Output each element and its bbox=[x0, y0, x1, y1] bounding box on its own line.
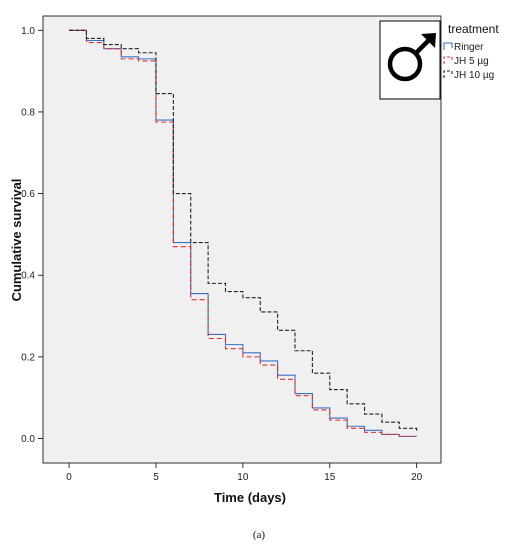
legend-swatch bbox=[443, 56, 453, 64]
legend-swatch bbox=[443, 42, 453, 50]
x-tick-label: 20 bbox=[411, 472, 423, 483]
plot-area bbox=[42, 15, 442, 464]
series-line-jh-5-g bbox=[69, 29, 417, 438]
legend: treatment Ringer JH 5 µg JH 10 µg bbox=[443, 22, 499, 81]
y-tick-label: 0.8 bbox=[21, 107, 35, 118]
male-symbol-annotation bbox=[379, 20, 441, 100]
legend-label: JH 10 µg bbox=[454, 70, 494, 81]
legend-swatch bbox=[443, 70, 453, 78]
y-tick-label: 1.0 bbox=[21, 26, 35, 37]
legend-item: JH 5 µg bbox=[443, 56, 489, 67]
x-axis-title: Time (days) bbox=[214, 490, 286, 505]
legend-title: treatment bbox=[448, 22, 499, 36]
series-line-jh-10-g bbox=[69, 29, 418, 433]
y-tick-label: 0.4 bbox=[21, 271, 35, 282]
series-layer bbox=[69, 29, 418, 438]
y-tick-label: 0.0 bbox=[21, 434, 35, 445]
x-axis: 0 5 10 15 20 bbox=[66, 463, 423, 483]
y-tick-label: 0.6 bbox=[21, 189, 35, 200]
x-tick-label: 10 bbox=[237, 472, 249, 483]
legend-label: JH 5 µg bbox=[454, 56, 489, 67]
legend-label: Ringer bbox=[454, 42, 484, 53]
legend-item: Ringer bbox=[443, 42, 484, 53]
x-tick-label: 0 bbox=[66, 472, 72, 483]
x-tick-label: 15 bbox=[324, 472, 336, 483]
y-tick-label: 0.2 bbox=[21, 352, 35, 363]
x-tick-label: 5 bbox=[153, 472, 159, 483]
legend-item: JH 10 µg bbox=[443, 70, 494, 81]
y-axis: 0.0 0.2 0.4 0.6 0.8 1.0 bbox=[21, 26, 43, 445]
y-axis-title: Cumulative survival bbox=[9, 179, 24, 302]
figure-caption: (a) bbox=[253, 529, 266, 541]
male-symbol-icon bbox=[387, 33, 436, 82]
